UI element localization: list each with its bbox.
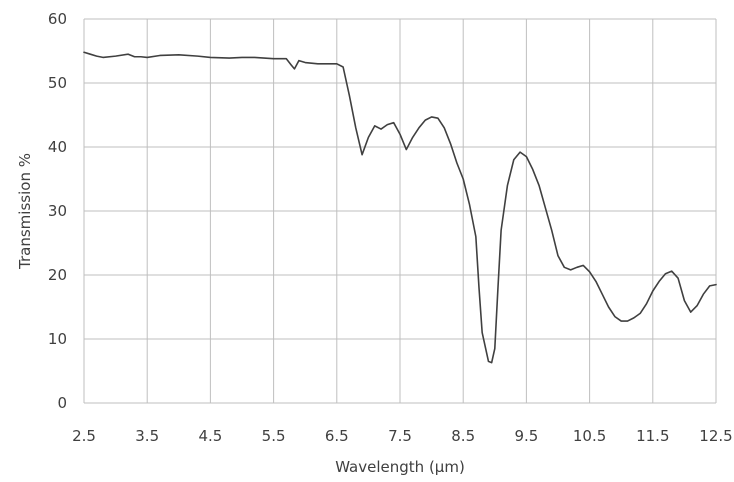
x-tick-label: 4.5	[198, 427, 222, 445]
y-tick-label: 0	[57, 394, 67, 412]
series-line-0	[83, 51, 717, 364]
y-tick-label: 20	[48, 266, 67, 284]
y-tick-label: 30	[48, 202, 67, 220]
gridlines	[83, 18, 717, 404]
x-tick-label: 8.5	[451, 427, 475, 445]
x-tick-label: 3.5	[135, 427, 159, 445]
y-axis-ticks: 0 10 20 30 40 50 60	[48, 10, 67, 412]
y-tick-label: 50	[48, 74, 67, 92]
x-tick-label: 6.5	[325, 427, 349, 445]
x-tick-label: 2.5	[72, 427, 96, 445]
x-tick-label: 7.5	[388, 427, 412, 445]
x-tick-label: 10.5	[573, 427, 606, 445]
y-tick-label: 60	[48, 10, 67, 28]
x-axis-ticks: 2.5 3.5 4.5 5.5 6.5 7.5 8.5 9.5 10.5 11.5 12.5	[72, 427, 733, 445]
series-group	[83, 51, 717, 364]
x-tick-label: 5.5	[262, 427, 286, 445]
y-tick-label: 40	[48, 138, 67, 156]
y-tick-label: 10	[48, 330, 67, 348]
y-axis-label: Transmission %	[16, 153, 34, 270]
x-tick-label: 9.5	[514, 427, 538, 445]
x-axis-label: Wavelength (μm)	[335, 458, 465, 476]
x-tick-label: 11.5	[636, 427, 669, 445]
x-tick-label: 12.5	[699, 427, 732, 445]
